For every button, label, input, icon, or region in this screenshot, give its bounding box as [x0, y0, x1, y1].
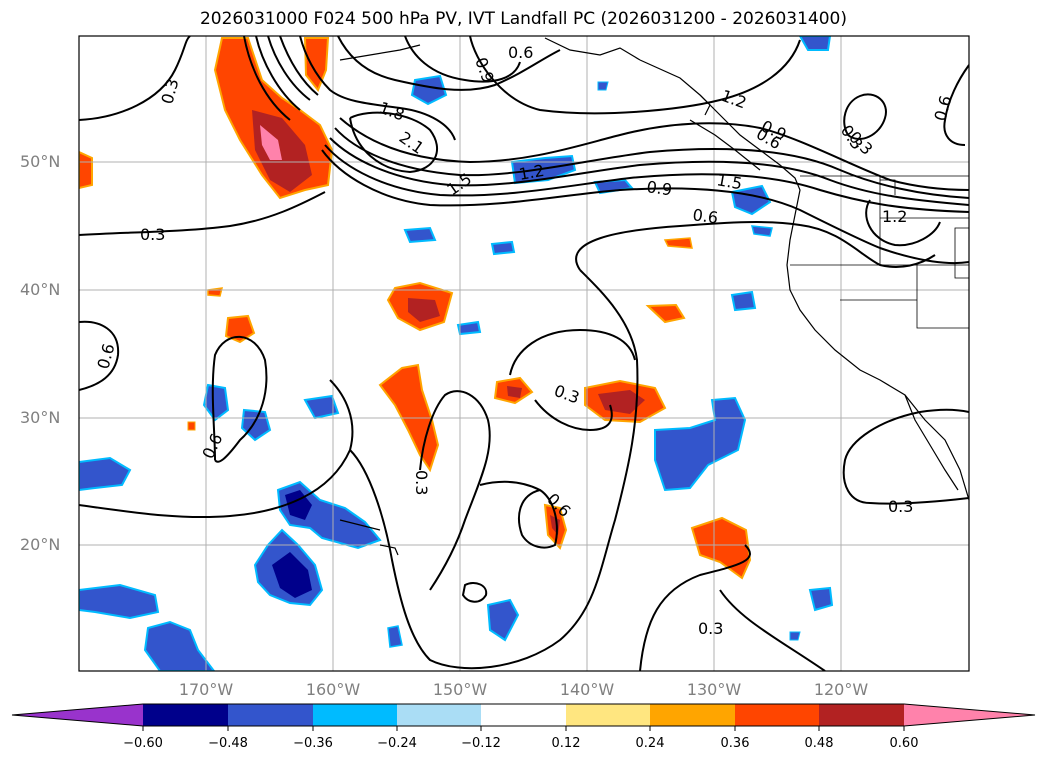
colorbar-segment	[566, 704, 650, 726]
contour-label: 1.2	[882, 207, 907, 226]
lat-label: 30°N	[20, 408, 61, 427]
colorbar-segment	[650, 704, 735, 726]
colorbar-tick-label: −0.12	[461, 736, 501, 751]
contour-label: 0.6	[691, 205, 719, 227]
lon-label: 130°W	[686, 680, 742, 699]
map-background	[79, 36, 969, 671]
colorbar-tick-label: 0.48	[804, 736, 834, 751]
negative-anomaly-blobs	[79, 36, 834, 671]
colorbar-segment	[481, 704, 566, 726]
colorbar-segment	[819, 704, 904, 726]
contour-label: 0.3	[888, 497, 913, 516]
colorbar-extend-low	[12, 704, 143, 726]
pv-contours	[79, 36, 969, 671]
colorbar	[11, 703, 1036, 731]
map-title: 2026031000 F024 500 hPa PV, IVT Landfall…	[199, 9, 847, 29]
colorbar-tick-label: −0.48	[208, 736, 248, 751]
colorbar-segment	[397, 704, 481, 726]
contour-label: 1.2	[517, 161, 545, 184]
colorbar-segment	[228, 704, 313, 726]
lat-label: 40°N	[20, 280, 61, 299]
lon-label: 150°W	[432, 680, 488, 699]
colorbar-tick-label: 0.12	[551, 736, 581, 751]
lat-label: 50°N	[20, 152, 61, 171]
colorbar-tick-label: −0.24	[377, 736, 417, 751]
contour-label: 0.3	[412, 470, 431, 495]
lon-label: 140°W	[559, 680, 615, 699]
contour-label: 0.3	[140, 225, 165, 244]
contour-label: 0.3	[698, 619, 723, 638]
colorbar-tick-label: 0.60	[889, 736, 919, 751]
colorbar-segment	[313, 704, 397, 726]
map-frame	[78, 35, 970, 672]
colorbar-extend-high	[904, 704, 1035, 726]
lat-label: 20°N	[20, 535, 61, 554]
colorbar-segment	[735, 704, 819, 726]
lon-label: 160°W	[305, 680, 361, 699]
contour-label: 0.9	[645, 177, 673, 199]
contour-label: 0.6	[508, 43, 533, 62]
colorbar-tick-label: 0.24	[635, 736, 665, 751]
lon-label: 170°W	[178, 680, 234, 699]
lon-label: 120°W	[813, 680, 869, 699]
contour-label: 1.5	[715, 170, 743, 193]
colorbar-tick-label: −0.60	[123, 736, 163, 751]
colorbar-segment	[143, 704, 228, 726]
coastlines	[339, 37, 969, 556]
colorbar-tick-label: −0.36	[293, 736, 333, 751]
colorbar-tick-label: 0.36	[720, 736, 750, 751]
